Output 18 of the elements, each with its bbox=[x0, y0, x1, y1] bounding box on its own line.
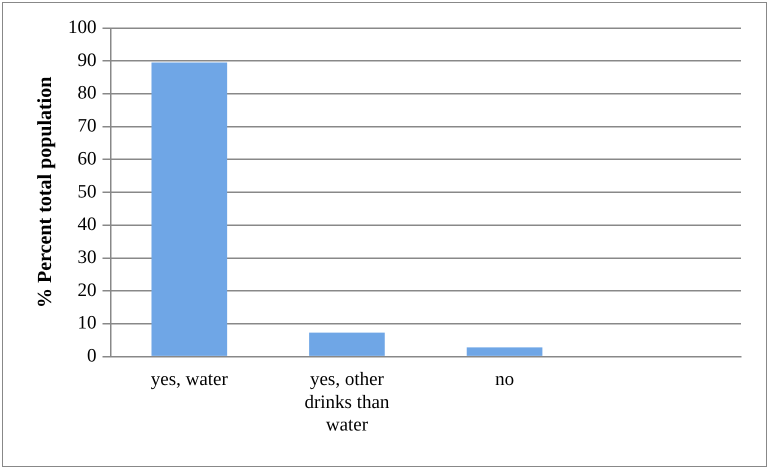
y-tick-label: 70 bbox=[78, 116, 96, 137]
y-tick-label: 0 bbox=[87, 346, 96, 367]
y-tick-label: 100 bbox=[68, 16, 96, 38]
x-tick-label: yes, other drinks than water bbox=[304, 368, 390, 436]
bar bbox=[309, 332, 385, 356]
y-tick-label: 40 bbox=[78, 214, 96, 236]
y-axis-title: % Percent total population bbox=[34, 76, 56, 308]
x-tick-label: no bbox=[495, 368, 514, 390]
y-tick-label: 30 bbox=[78, 247, 96, 268]
y-tick-label: 80 bbox=[78, 82, 96, 104]
y-tick-label: 50 bbox=[78, 181, 96, 202]
bar bbox=[466, 347, 542, 356]
x-tick-label: yes, water bbox=[150, 368, 228, 390]
y-tick-label: 20 bbox=[78, 280, 96, 301]
y-tick-label: 90 bbox=[78, 50, 96, 71]
y-tick-label: 10 bbox=[78, 312, 96, 334]
y-tick-label: 60 bbox=[78, 148, 96, 170]
bar bbox=[151, 62, 228, 356]
